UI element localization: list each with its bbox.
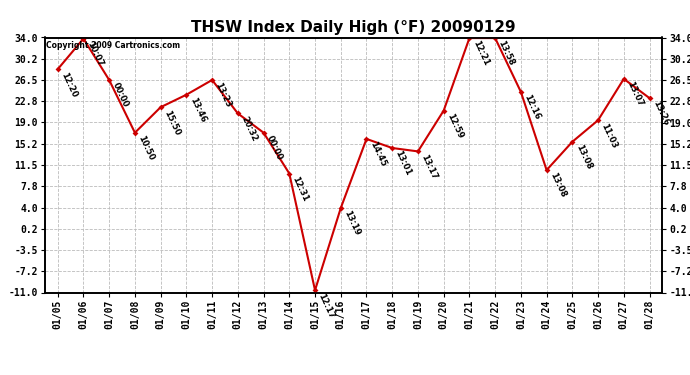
- Text: 13:46: 13:46: [188, 96, 207, 124]
- Text: 10:07: 10:07: [85, 40, 104, 68]
- Text: 12:21: 12:21: [471, 39, 491, 68]
- Text: 11:03: 11:03: [600, 122, 619, 150]
- Text: 12:59: 12:59: [445, 112, 464, 140]
- Title: THSW Index Daily High (°F) 20090129: THSW Index Daily High (°F) 20090129: [191, 20, 516, 35]
- Text: 13:23: 13:23: [213, 81, 233, 110]
- Text: 13:07: 13:07: [625, 80, 644, 108]
- Text: 13:08: 13:08: [548, 171, 567, 199]
- Text: Copyright 2009 Cartronics.com: Copyright 2009 Cartronics.com: [46, 41, 180, 50]
- Text: 12:20: 12:20: [59, 70, 79, 99]
- Text: 13:26: 13:26: [651, 99, 671, 128]
- Text: 13:01: 13:01: [393, 149, 413, 177]
- Text: 10:50: 10:50: [137, 134, 156, 162]
- Text: 00:00: 00:00: [265, 134, 284, 162]
- Text: 15:50: 15:50: [162, 109, 181, 136]
- Text: 12:31: 12:31: [290, 175, 310, 203]
- Text: 13:08: 13:08: [573, 143, 593, 171]
- Text: 00:00: 00:00: [110, 81, 130, 109]
- Text: 13:17: 13:17: [420, 153, 439, 181]
- Text: 20:32: 20:32: [239, 115, 259, 143]
- Text: 12:16: 12:16: [522, 93, 542, 122]
- Text: 13:19: 13:19: [342, 210, 362, 237]
- Text: 13:58: 13:58: [497, 39, 516, 68]
- Text: 12:17: 12:17: [317, 292, 336, 320]
- Text: 14:45: 14:45: [368, 140, 387, 168]
